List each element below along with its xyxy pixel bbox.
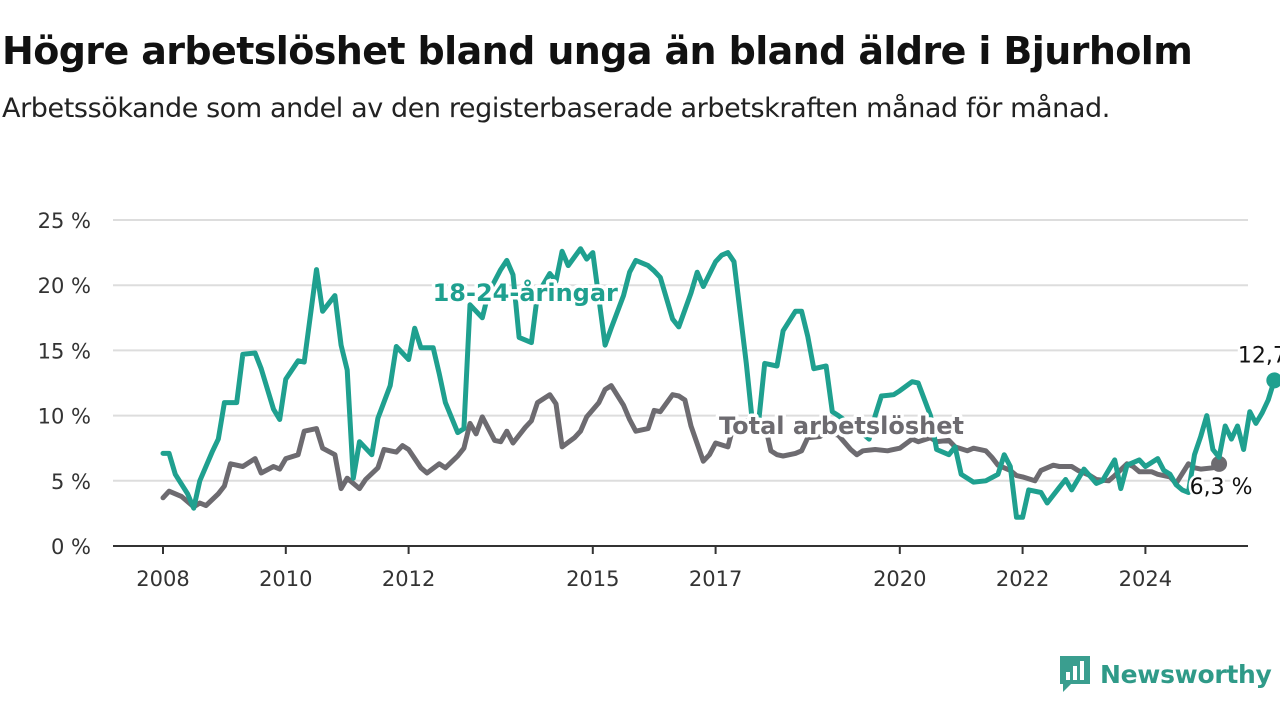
y-tick-label: 0 % (51, 535, 91, 559)
brand-name: Newsworthy (1100, 659, 1272, 689)
chart-subtitle: Arbetssökande som andel av den registerb… (2, 93, 1110, 124)
series-end-point (1211, 455, 1228, 472)
y-tick-label: 10 % (38, 405, 91, 429)
series-end-point (1266, 372, 1280, 389)
x-tick-label: 2010 (259, 567, 312, 591)
x-tick-label: 2024 (1119, 567, 1172, 591)
y-tick-label: 5 % (51, 470, 91, 494)
y-tick-label: 15 % (38, 339, 91, 363)
chart-title: Högre arbetslöshet bland unga än bland ä… (2, 29, 1193, 73)
series-name-label: 18-24-åringar (433, 278, 618, 307)
x-tick-label: 2017 (689, 567, 742, 591)
x-axis: 2008 2010 2012 2015 2017 2020 2022 2024 (113, 545, 1248, 591)
x-tick-label: 2022 (996, 567, 1049, 591)
grid-lines (113, 219, 1248, 482)
series-line (160, 246, 1277, 520)
series-labels: 6,3 % 12,7 % 18-24-åringar Total arbetslösh… (429, 274, 1280, 502)
x-tick-label: 2012 (382, 567, 435, 591)
y-tick-label: 25 % (38, 209, 91, 233)
newsworthy-logo[interactable]: Newsworthy (1058, 654, 1272, 694)
y-axis-tick-labels: 0 % 5 % 10 % 15 % 20 % 25 % (38, 209, 91, 559)
series-lines (160, 246, 1280, 520)
x-tick-label: 2008 (136, 567, 189, 591)
series-line (160, 383, 1222, 510)
y-tick-label: 20 % (38, 274, 91, 298)
series-end-value-label: 6,3 % (1190, 475, 1253, 500)
bar-chart-speech-bubble-icon (1060, 656, 1090, 692)
series-end-value-label: 12,7 % (1238, 343, 1280, 368)
x-tick-label: 2020 (873, 567, 926, 591)
x-tick-label: 2015 (566, 567, 619, 591)
series-name-label: Total arbetslöshet (719, 412, 964, 440)
